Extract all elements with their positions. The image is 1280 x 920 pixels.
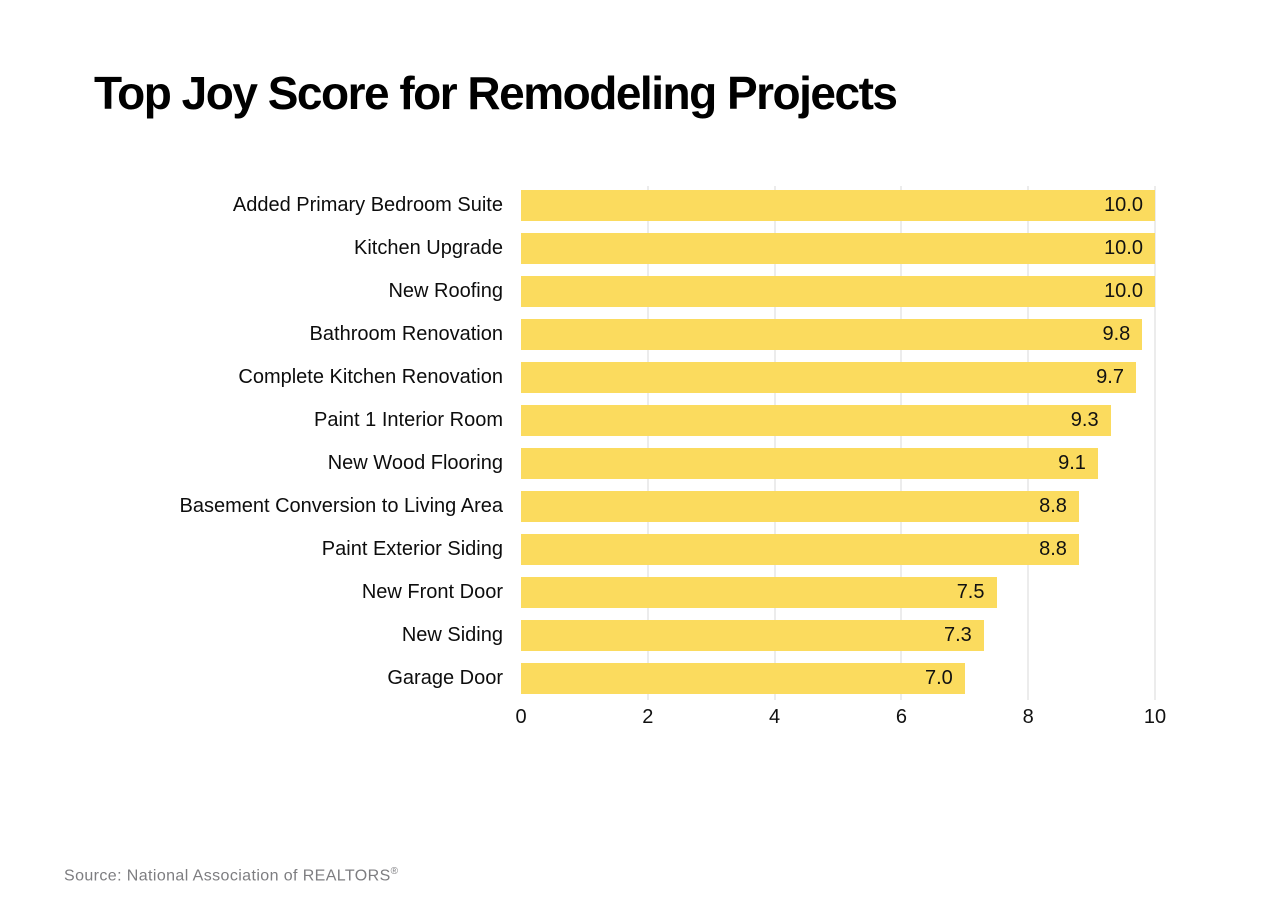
value-label: 7.5 bbox=[956, 581, 985, 603]
category-label: New Siding bbox=[401, 624, 503, 646]
category-label: Basement Conversion to Living Area bbox=[179, 495, 503, 517]
bar: 9.3 bbox=[521, 405, 1111, 436]
bar-track: 9.8 bbox=[521, 319, 1155, 350]
bar-track: 9.1 bbox=[521, 448, 1155, 479]
value-label: 7.0 bbox=[924, 667, 953, 689]
bar: 7.0 bbox=[521, 663, 965, 694]
bar-row: Kitchen Upgrade 10.0 bbox=[60, 233, 1155, 264]
bar-row: Garage Door 7.0 bbox=[60, 663, 1155, 694]
bar-track: 10.0 bbox=[521, 233, 1155, 264]
bar-row: Added Primary Bedroom Suite 10.0 bbox=[60, 190, 1155, 221]
category-label: New Wood Flooring bbox=[327, 452, 503, 474]
bar: 9.8 bbox=[521, 319, 1143, 350]
bar-row: Complete Kitchen Renovation 9.7 bbox=[60, 362, 1155, 393]
value-label: 10.0 bbox=[1104, 194, 1143, 216]
bar: 8.8 bbox=[521, 491, 1079, 522]
value-label: 10.0 bbox=[1104, 280, 1143, 302]
bar-track: 9.7 bbox=[521, 362, 1155, 393]
bar-track: 10.0 bbox=[521, 276, 1155, 307]
registered-trademark-symbol: ® bbox=[390, 866, 399, 877]
gridline bbox=[647, 186, 649, 700]
bar-track: 7.3 bbox=[521, 620, 1155, 651]
category-label: Bathroom Renovation bbox=[309, 323, 503, 345]
value-label: 9.8 bbox=[1102, 323, 1131, 345]
category-label: Complete Kitchen Renovation bbox=[238, 366, 503, 388]
bar-row: New Roofing 10.0 bbox=[60, 276, 1155, 307]
x-tick-label: 10 bbox=[1143, 706, 1167, 728]
bar-track: 8.8 bbox=[521, 491, 1155, 522]
x-tick-label: 0 bbox=[515, 706, 527, 728]
x-tick-label: 8 bbox=[1022, 706, 1034, 728]
bar-row: Basement Conversion to Living Area 8.8 bbox=[60, 491, 1155, 522]
category-label: Kitchen Upgrade bbox=[354, 237, 503, 259]
x-tick-label: 6 bbox=[895, 706, 907, 728]
bar-track: 8.8 bbox=[521, 534, 1155, 565]
x-tick-label: 2 bbox=[642, 706, 654, 728]
bar: 8.8 bbox=[521, 534, 1079, 565]
bar: 10.0 bbox=[521, 276, 1155, 307]
gridline bbox=[900, 186, 902, 700]
bar-row: Paint Exterior Siding 8.8 bbox=[60, 534, 1155, 565]
bar: 10.0 bbox=[521, 190, 1155, 221]
bar-rows-container: Added Primary Bedroom Suite 10.0 Kitchen U… bbox=[60, 190, 1155, 694]
value-label: 9.3 bbox=[1070, 409, 1099, 431]
bar-row: Bathroom Renovation 9.8 bbox=[60, 319, 1155, 350]
gridline bbox=[774, 186, 776, 700]
bar-row: Paint 1 Interior Room 9.3 bbox=[60, 405, 1155, 436]
category-label: Garage Door bbox=[387, 667, 503, 689]
value-label: 10.0 bbox=[1104, 237, 1143, 259]
chart-title: Top Joy Score for Remodeling Projects bbox=[94, 67, 898, 119]
gridline bbox=[1154, 186, 1156, 700]
bar: 10.0 bbox=[521, 233, 1155, 264]
plot-area bbox=[521, 186, 1156, 700]
category-label: Paint 1 Interior Room bbox=[314, 409, 503, 431]
value-label: 7.3 bbox=[944, 624, 972, 646]
category-label: Paint Exterior Siding bbox=[321, 538, 503, 560]
bar-row: New Wood Flooring 9.1 bbox=[60, 448, 1155, 479]
category-label: New Front Door bbox=[361, 581, 503, 603]
source-text: Source: National Association of REALTORS bbox=[64, 867, 391, 885]
bar: 7.3 bbox=[521, 620, 984, 651]
bar: 9.7 bbox=[521, 362, 1136, 393]
source-note: Source: National Association of REALTORS… bbox=[64, 866, 398, 885]
bar: 9.1 bbox=[521, 448, 1098, 479]
bar: 7.5 bbox=[521, 577, 997, 608]
bar-track: 10.0 bbox=[521, 190, 1155, 221]
category-label: Added Primary Bedroom Suite bbox=[232, 194, 503, 216]
bar-row: New Siding 7.3 bbox=[60, 620, 1155, 651]
bar-track: 7.0 bbox=[521, 663, 1155, 694]
gridline bbox=[1027, 186, 1029, 700]
bar-row: New Front Door 7.5 bbox=[60, 577, 1155, 608]
value-label: 8.8 bbox=[1039, 538, 1067, 560]
value-label: 9.1 bbox=[1058, 452, 1086, 474]
x-axis: 0 2 4 6 8 10 bbox=[515, 706, 1166, 732]
bar-track: 9.3 bbox=[521, 405, 1155, 436]
category-label: New Roofing bbox=[388, 280, 503, 302]
x-tick-label: 4 bbox=[769, 706, 781, 728]
bar-track: 7.5 bbox=[521, 577, 1155, 608]
value-label: 8.8 bbox=[1039, 495, 1067, 517]
value-label: 9.7 bbox=[1096, 366, 1124, 388]
